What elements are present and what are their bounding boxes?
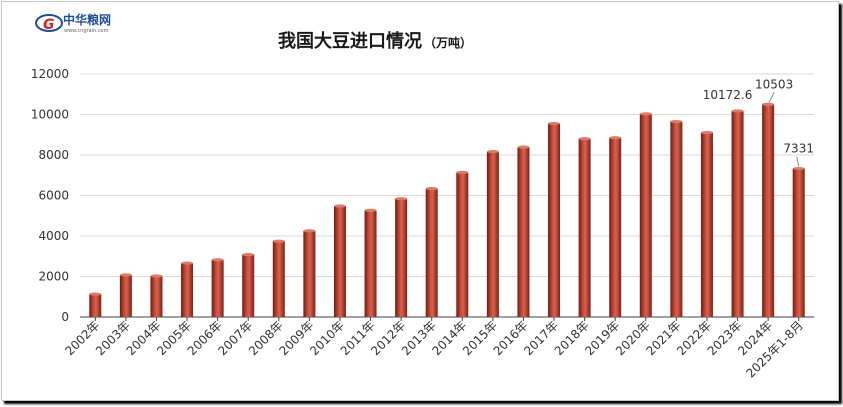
- bar: [486, 151, 499, 317]
- bar-cap: [762, 102, 775, 106]
- bar: [609, 137, 622, 317]
- x-axis: 2002年2003年2004年2005年2006年2007年2008年2009年…: [62, 317, 806, 381]
- bar: [89, 294, 102, 317]
- logo: G 中华粮网 www.cngrain.com: [35, 12, 111, 34]
- chart-frame: G 中华粮网 www.cngrain.com 我国大豆进口情况 （万吨） 0 20…: [1, 1, 839, 401]
- bar-cap: [700, 130, 713, 135]
- bar: [242, 254, 255, 317]
- bar-cap: [425, 187, 438, 191]
- bar: [639, 113, 652, 317]
- bar: [700, 132, 713, 317]
- bar-cap: [578, 137, 591, 141]
- bar: [181, 263, 194, 317]
- bar-cap: [364, 208, 377, 213]
- bar-cap: [150, 274, 163, 278]
- bar: [578, 138, 591, 317]
- bar-cap: [303, 229, 316, 233]
- bars: [89, 102, 805, 318]
- bar-cap: [242, 252, 255, 257]
- chart-title-unit: （万吨）: [424, 35, 472, 50]
- bar-cap: [211, 258, 224, 262]
- y-tick-label: 8000: [38, 148, 69, 162]
- bar-cap: [333, 204, 346, 208]
- logo-url: www.cngrain.com: [64, 28, 109, 34]
- bar: [303, 230, 316, 317]
- y-tick-label: 0: [61, 310, 69, 324]
- y-tick-label: 2000: [38, 270, 69, 284]
- bar: [762, 104, 775, 318]
- y-tick-label: 6000: [38, 189, 69, 203]
- bar-cap: [486, 149, 499, 154]
- bar-cap: [609, 136, 622, 140]
- bar: [792, 168, 805, 317]
- label-leader: [768, 92, 775, 103]
- bar: [395, 198, 408, 317]
- bar: [333, 206, 346, 317]
- bar-cap: [548, 121, 561, 126]
- logo-g-icon: G: [35, 14, 63, 33]
- bar-cap: [395, 197, 408, 201]
- soybean-import-chart: G 中华粮网 www.cngrain.com 我国大豆进口情况 （万吨） 020…: [31, 12, 814, 381]
- bar-cap: [670, 119, 683, 124]
- bar-cap: [456, 170, 469, 175]
- bar: [150, 276, 163, 317]
- bar: [425, 188, 438, 317]
- bar: [670, 121, 683, 317]
- bar-cap: [731, 109, 744, 113]
- bar: [272, 241, 285, 317]
- bar-cap: [89, 292, 102, 296]
- y-tick-label: 12000: [31, 67, 69, 81]
- data-label: 10503: [755, 77, 793, 91]
- bar: [119, 275, 132, 317]
- bar-cap: [119, 273, 132, 277]
- bar-cap: [792, 166, 805, 171]
- gridlines: [80, 73, 814, 277]
- bar: [731, 111, 744, 317]
- chart-title: 我国大豆进口情况: [278, 30, 422, 52]
- y-tick-label: 10000: [31, 108, 69, 122]
- bar-cap: [517, 145, 530, 149]
- bar: [548, 123, 561, 317]
- data-label: 7331: [783, 142, 814, 156]
- bar: [364, 210, 377, 317]
- bar: [456, 172, 469, 317]
- logo-name: 中华粮网: [63, 12, 111, 27]
- data-label: 10172.6: [703, 88, 753, 102]
- bar-cap: [272, 239, 285, 243]
- label-leader: [796, 156, 800, 167]
- bar: [517, 147, 530, 317]
- logo-mark: G: [43, 17, 55, 33]
- bar-cap: [639, 112, 652, 116]
- bar: [211, 259, 224, 317]
- bar-cap: [181, 261, 194, 265]
- y-axis: 0 2000 4000 6000 8000 10000 12000: [31, 67, 814, 324]
- y-tick-label: 4000: [38, 229, 69, 243]
